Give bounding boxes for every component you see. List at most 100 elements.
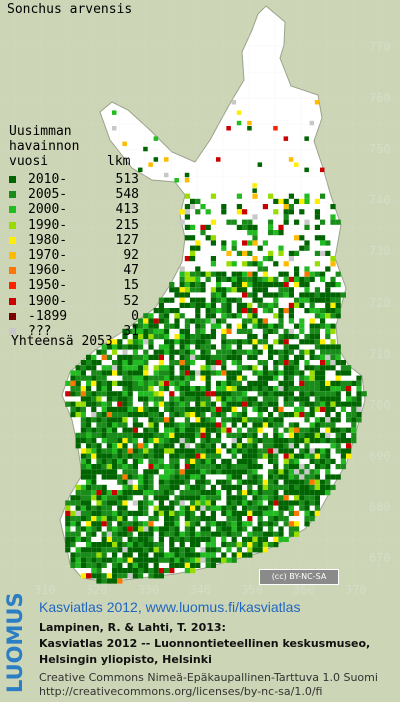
occurrence-square (252, 526, 258, 532)
license-url[interactable]: http://creativecommons.org/licenses/by-n… (39, 685, 323, 698)
occurrence-square (283, 276, 289, 282)
occurrence-square (262, 375, 268, 381)
legend-col-year: vuosi (9, 154, 49, 169)
occurrence-square (247, 438, 253, 444)
occurrence-square (70, 557, 76, 563)
occurrence-square (325, 406, 331, 412)
occurrence-square (153, 562, 159, 568)
occurrence-square (236, 302, 242, 308)
occurrence-square (320, 375, 326, 381)
occurrence-square (325, 297, 331, 303)
occurrence-square (299, 484, 305, 490)
occurrence-square (262, 271, 268, 277)
atlas-link[interactable]: Kasviatlas 2012, www.luomus.fi/kasviatla… (39, 599, 301, 615)
occurrence-square (112, 360, 118, 366)
occurrence-square (190, 484, 196, 490)
occurrence-square (294, 495, 300, 501)
occurrence-square (80, 557, 86, 563)
occurrence-square (314, 354, 320, 360)
occurrence-square (288, 484, 294, 490)
occurrence-square (205, 562, 211, 568)
occurrence-square (184, 484, 190, 490)
occurrence-square (278, 438, 284, 444)
occurrence-square (314, 484, 320, 490)
occurrence-square (262, 287, 268, 293)
occurrence-square (164, 422, 170, 428)
occurrence-square (101, 484, 107, 490)
occurrence-square (195, 318, 201, 324)
occurrence-square (226, 391, 232, 397)
occurrence-square (210, 448, 216, 454)
occurrence-square (210, 219, 216, 225)
occurrence-square (200, 438, 206, 444)
occurrence-square (101, 349, 107, 355)
occurrence-square (273, 443, 279, 449)
occurrence-square (231, 453, 237, 459)
occurrence-square (340, 464, 346, 470)
occurrence-square (210, 287, 216, 293)
occurrence-square (195, 479, 201, 485)
occurrence-square (184, 536, 190, 542)
occurrence-square (288, 474, 294, 480)
occurrence-square (314, 323, 320, 329)
occurrence-square (70, 380, 76, 386)
occurrence-square (294, 271, 300, 277)
occurrence-square (273, 276, 279, 282)
occurrence-square (101, 531, 107, 537)
occurrence-square (112, 110, 117, 115)
occurrence-square (226, 302, 232, 308)
occurrence-square (117, 557, 123, 563)
occurrence-square (242, 432, 248, 438)
occurrence-square (236, 526, 242, 532)
occurrence-square (164, 334, 170, 340)
occurrence-square (158, 365, 164, 371)
occurrence-square (195, 443, 201, 449)
occurrence-square (96, 505, 102, 511)
occurrence-square (236, 531, 242, 537)
occurrence-square (247, 354, 253, 360)
occurrence-square (268, 510, 274, 516)
occurrence-square (96, 370, 102, 376)
occurrence-square (164, 401, 170, 407)
occurrence-square (169, 531, 175, 537)
occurrence-square (205, 354, 211, 360)
occurrence-square (112, 432, 118, 438)
occurrence-square (106, 396, 112, 402)
legend-label: -1899 (28, 308, 68, 324)
occurrence-square (127, 573, 133, 579)
occurrence-square (335, 349, 341, 355)
occurrence-square (268, 349, 274, 355)
cc-license-badge[interactable]: (cc) BY-NC-SA (259, 569, 339, 585)
occurrence-square (184, 458, 190, 464)
occurrence-square (138, 370, 144, 376)
occurrence-square (96, 417, 102, 423)
occurrence-square (101, 516, 107, 522)
occurrence-square (200, 422, 206, 428)
occurrence-square (273, 396, 279, 402)
occurrence-square (164, 427, 170, 433)
occurrence-square (122, 406, 128, 412)
occurrence-square (75, 391, 81, 397)
occurrence-square (127, 370, 133, 376)
occurrence-square (273, 297, 279, 303)
occurrence-square (288, 386, 294, 392)
occurrence-square (242, 328, 248, 334)
occurrence-square (184, 448, 190, 454)
occurrence-square (190, 396, 196, 402)
occurrence-square (226, 313, 232, 319)
occurrence-square (169, 479, 175, 485)
occurrence-square (153, 396, 159, 402)
occurrence-square (242, 412, 248, 418)
occurrence-square (200, 204, 206, 210)
occurrence-square (335, 427, 341, 433)
legend-swatch (9, 236, 16, 244)
occurrence-square (75, 536, 81, 542)
occurrence-square (216, 297, 222, 303)
legend-swatch (9, 282, 16, 290)
occurrence-square (148, 568, 154, 574)
occurrence-square (294, 266, 300, 272)
occurrence-square (335, 443, 341, 449)
occurrence-square (226, 396, 232, 402)
occurrence-square (320, 240, 326, 246)
occurrence-square (195, 313, 201, 319)
